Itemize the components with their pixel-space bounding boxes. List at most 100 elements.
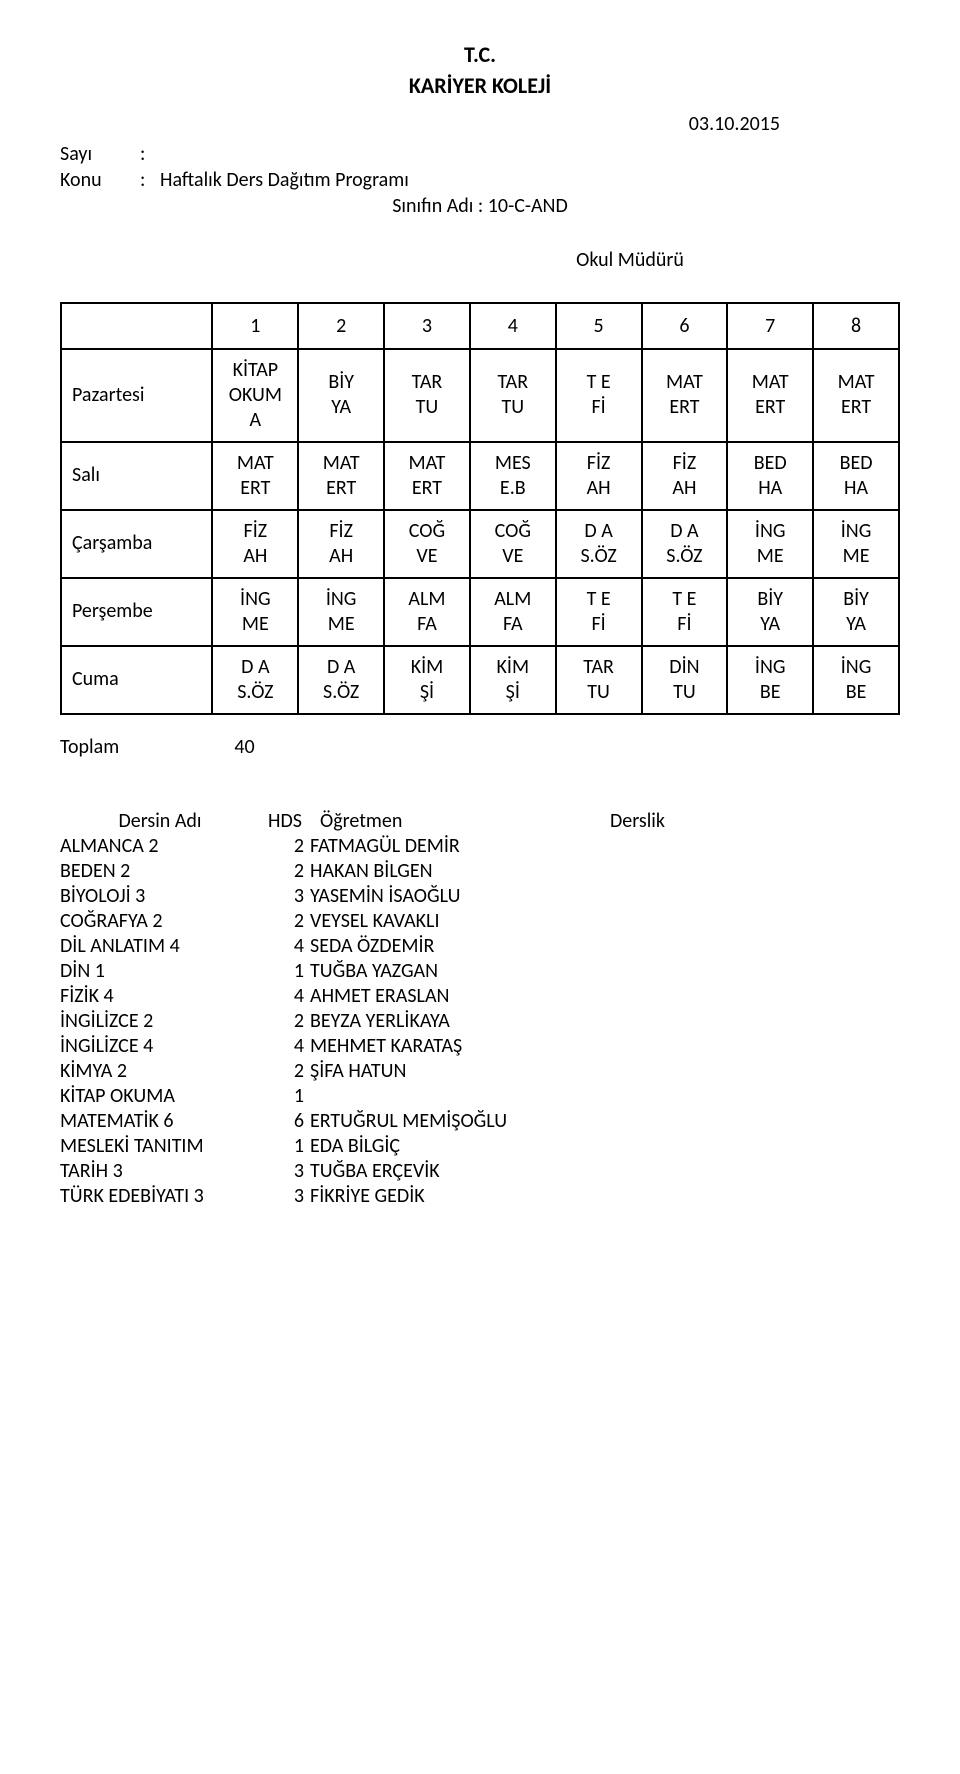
tt-cell-l2: BE bbox=[818, 680, 894, 705]
tt-cell-l1: T E bbox=[647, 587, 723, 612]
timetable-cell: D AS.ÖZ bbox=[642, 510, 728, 578]
tt-cell-l2: AH bbox=[217, 544, 293, 569]
tt-cell-l1: ALM bbox=[389, 587, 465, 612]
tt-cell-l1: D A bbox=[647, 519, 723, 544]
timetable-cell: FİZAH bbox=[298, 510, 384, 578]
tt-cell-l2: TU bbox=[389, 395, 465, 420]
tt-cell-l1: İNG bbox=[732, 519, 808, 544]
tt-cell-l1: MAT bbox=[389, 451, 465, 476]
subjects-header: Dersin Adı HDS Öğretmen Derslik bbox=[60, 809, 900, 833]
tt-cell-l1: TAR bbox=[561, 655, 637, 680]
subject-hds: 1 bbox=[280, 1084, 310, 1108]
tt-cell-l2: Şİ bbox=[389, 680, 465, 705]
subject-hds: 3 bbox=[280, 1159, 310, 1183]
subject-hds: 3 bbox=[280, 884, 310, 908]
tt-cell-l2: Fİ bbox=[561, 395, 637, 420]
tt-cell-l1: T E bbox=[561, 587, 637, 612]
tt-cell-l1: TAR bbox=[389, 370, 465, 395]
okul-mudur: Okul Müdürü bbox=[360, 248, 900, 272]
subject-row: DİN 11TUĞBA YAZGAN bbox=[60, 959, 900, 983]
date: 03.10.2015 bbox=[60, 112, 780, 136]
timetable-cell: İNGBE bbox=[813, 646, 899, 714]
timetable-day-cell: Perşembe bbox=[61, 578, 212, 646]
subject-name: KİTAP OKUMA bbox=[60, 1084, 280, 1108]
timetable-cell: KİTAPOKUMA bbox=[212, 349, 298, 442]
subject-teacher: FATMAGÜL DEMİR bbox=[310, 834, 710, 858]
timetable-cell: TARTU bbox=[556, 646, 642, 714]
tt-cell-l2: YA bbox=[818, 612, 894, 637]
subject-row: İNGİLİZCE 44MEHMET KARATAŞ bbox=[60, 1034, 900, 1058]
sayi-label: Sayı bbox=[60, 142, 140, 166]
konu-row: Konu : Haftalık Ders Dağıtım Programı bbox=[60, 168, 900, 192]
subject-teacher: BEYZA YERLİKAYA bbox=[310, 1009, 710, 1033]
timetable-cell: D AS.ÖZ bbox=[298, 646, 384, 714]
tt-cell-l1: ALM bbox=[475, 587, 551, 612]
tt-cell-l1: D A bbox=[217, 655, 293, 680]
timetable-day-cell: Pazartesi bbox=[61, 349, 212, 442]
doc-header: T.C. KARİYER KOLEJİ bbox=[60, 40, 900, 102]
timetable-cell: İNGME bbox=[727, 510, 813, 578]
tt-cell-l2: Fİ bbox=[561, 612, 637, 637]
subject-teacher: ŞİFA HATUN bbox=[310, 1059, 710, 1083]
timetable-cell: MATERT bbox=[727, 349, 813, 442]
tt-cell-l2: YA bbox=[732, 612, 808, 637]
tt-cell-l2: ME bbox=[303, 612, 379, 637]
konu-colon: : bbox=[140, 168, 160, 192]
subject-teacher: HAKAN BİLGEN bbox=[310, 859, 710, 883]
subject-hds: 6 bbox=[280, 1109, 310, 1133]
tt-cell-l1: MES bbox=[475, 451, 551, 476]
timetable-cell: BEDHA bbox=[727, 442, 813, 510]
subject-name: TÜRK EDEBİYATI 3 bbox=[60, 1184, 280, 1208]
timetable-row: CumaD AS.ÖZD AS.ÖZKİMŞİKİMŞİTARTUDİNTUİN… bbox=[61, 646, 899, 714]
timetable-cell: T EFİ bbox=[556, 578, 642, 646]
subject-name: DİL ANLATIM 4 bbox=[60, 934, 280, 958]
tt-cell-l1: MAT bbox=[303, 451, 379, 476]
subject-hds: 3 bbox=[280, 1184, 310, 1208]
timetable-cell: DİNTU bbox=[642, 646, 728, 714]
tt-cell-l1: FİZ bbox=[647, 451, 723, 476]
subject-row: FİZİK 44AHMET ERASLAN bbox=[60, 984, 900, 1008]
timetable-cell: COĞVE bbox=[470, 510, 556, 578]
tt-cell-l1: İNG bbox=[217, 587, 293, 612]
timetable-cell: KİMŞİ bbox=[384, 646, 470, 714]
timetable: 1 2 3 4 5 6 7 8 PazartesiKİTAPOKUMABİYYA… bbox=[60, 302, 900, 715]
subject-hds: 4 bbox=[280, 984, 310, 1008]
timetable-cell: TARTU bbox=[470, 349, 556, 442]
tt-cell-l2: FA bbox=[389, 612, 465, 637]
tt-cell-l1: D A bbox=[303, 655, 379, 680]
toplam-label: Toplam bbox=[60, 735, 210, 759]
subject-teacher: EDA BİLGİÇ bbox=[310, 1134, 710, 1158]
tt-cell-l2: BE bbox=[732, 680, 808, 705]
konu-value: Haftalık Ders Dağıtım Programı bbox=[160, 168, 409, 192]
subject-hds: 4 bbox=[280, 1034, 310, 1058]
subject-hds: 1 bbox=[280, 1134, 310, 1158]
subject-teacher: FİKRİYE GEDİK bbox=[310, 1184, 710, 1208]
tt-cell-l2: Şİ bbox=[475, 680, 551, 705]
tt-cell-l2: AH bbox=[561, 476, 637, 501]
tt-cell-l2: ME bbox=[818, 544, 894, 569]
tt-cell-l2: ME bbox=[732, 544, 808, 569]
toplam-row: Toplam 40 bbox=[60, 735, 900, 759]
tt-cell-l1: DİN bbox=[647, 655, 723, 680]
subject-hds: 4 bbox=[280, 934, 310, 958]
tt-cell-l2: TU bbox=[561, 680, 637, 705]
subjects-hdr-hds: HDS bbox=[260, 809, 310, 833]
tt-cell-l2: FA bbox=[475, 612, 551, 637]
tt-cell-l2: ERT bbox=[389, 476, 465, 501]
tt-cell-l1: KİTAP bbox=[217, 358, 293, 383]
tt-cell-l2: VE bbox=[475, 544, 551, 569]
timetable-cell: MATERT bbox=[813, 349, 899, 442]
tt-cell-l2: E.B bbox=[475, 476, 551, 501]
timetable-cell: TARTU bbox=[384, 349, 470, 442]
subject-row: KİTAP OKUMA1 bbox=[60, 1084, 900, 1108]
tt-cell-l1: FİZ bbox=[303, 519, 379, 544]
timetable-cell: D AS.ÖZ bbox=[212, 646, 298, 714]
subject-row: İNGİLİZCE 22BEYZA YERLİKAYA bbox=[60, 1009, 900, 1033]
subject-hds: 2 bbox=[280, 859, 310, 883]
tt-cell-l2: ERT bbox=[217, 476, 293, 501]
timetable-cell: ALMFA bbox=[470, 578, 556, 646]
timetable-day-cell: Çarşamba bbox=[61, 510, 212, 578]
subject-row: ALMANCA 22FATMAGÜL DEMİR bbox=[60, 834, 900, 858]
timetable-day-cell: Cuma bbox=[61, 646, 212, 714]
tt-cell-l2: AH bbox=[647, 476, 723, 501]
